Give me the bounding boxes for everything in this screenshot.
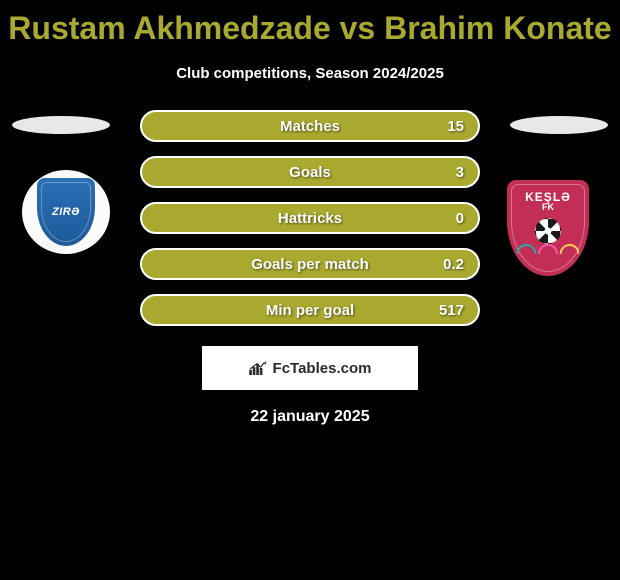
branding-text: FcTables.com xyxy=(273,360,372,377)
kesla-logo-icon: KEŞLƏ FK xyxy=(507,180,589,276)
stat-row: Hattricks 0 xyxy=(140,202,480,234)
stat-row: Goals 3 xyxy=(140,156,480,188)
chart-icon xyxy=(249,361,267,375)
player-right-pill xyxy=(510,116,608,134)
date-label: 22 january 2025 xyxy=(0,408,620,426)
zira-logo-icon: ZIRƏ xyxy=(37,178,95,246)
branding-box[interactable]: FcTables.com xyxy=(202,346,418,390)
page-title: Rustam Akhmedzade vs Brahim Konate xyxy=(0,0,620,47)
team-left-badge: ZIRƏ xyxy=(22,170,110,254)
stat-row: Min per goal 517 xyxy=(140,294,480,326)
stat-row: Matches 15 xyxy=(140,110,480,142)
player-left-pill xyxy=(12,116,110,134)
stat-value: 15 xyxy=(447,118,464,135)
stat-label: Goals per match xyxy=(251,256,369,273)
team-right-badge: KEŞLƏ FK xyxy=(498,174,598,282)
stat-label: Matches xyxy=(280,118,340,135)
stat-value: 0.2 xyxy=(443,256,464,273)
zira-logo-text: ZIRƏ xyxy=(52,206,80,218)
stat-value: 517 xyxy=(439,302,464,319)
comparison-panel: ZIRƏ KEŞLƏ FK Matches 15 Goals 3 Hattric… xyxy=(0,110,620,426)
stat-label: Goals xyxy=(289,164,331,181)
kesla-logo-sub: FK xyxy=(542,202,554,212)
stat-label: Min per goal xyxy=(266,302,354,319)
subtitle: Club competitions, Season 2024/2025 xyxy=(0,65,620,82)
stat-row: Goals per match 0.2 xyxy=(140,248,480,280)
soccer-ball-icon xyxy=(535,218,561,244)
stats-list: Matches 15 Goals 3 Hattricks 0 Goals per… xyxy=(140,110,480,326)
stat-label: Hattricks xyxy=(278,210,342,227)
stat-value: 3 xyxy=(456,164,464,181)
wave-icon xyxy=(517,242,579,254)
stat-value: 0 xyxy=(456,210,464,227)
